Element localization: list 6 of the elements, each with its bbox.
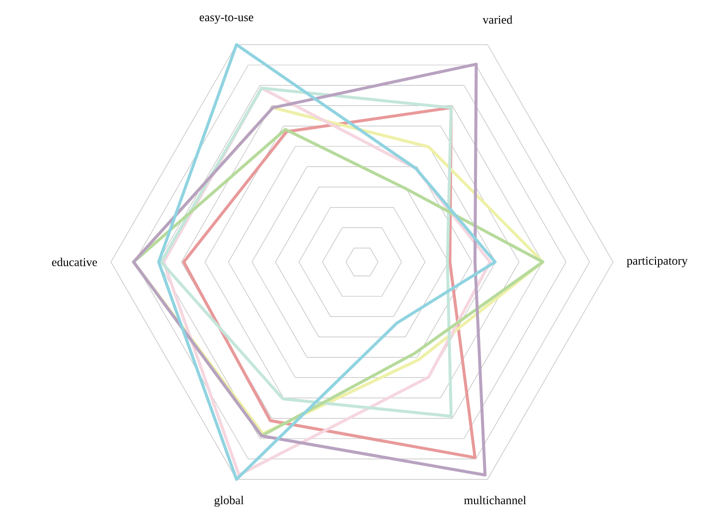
spoke-label: participatory bbox=[626, 256, 688, 268]
spoke-label: multichannel bbox=[464, 496, 526, 504]
spoke-label: global bbox=[214, 496, 244, 507]
spoke-label: varied bbox=[482, 15, 512, 24]
spoke-label: educative bbox=[52, 258, 97, 266]
spoke-label: easy-to-use bbox=[200, 14, 254, 24]
